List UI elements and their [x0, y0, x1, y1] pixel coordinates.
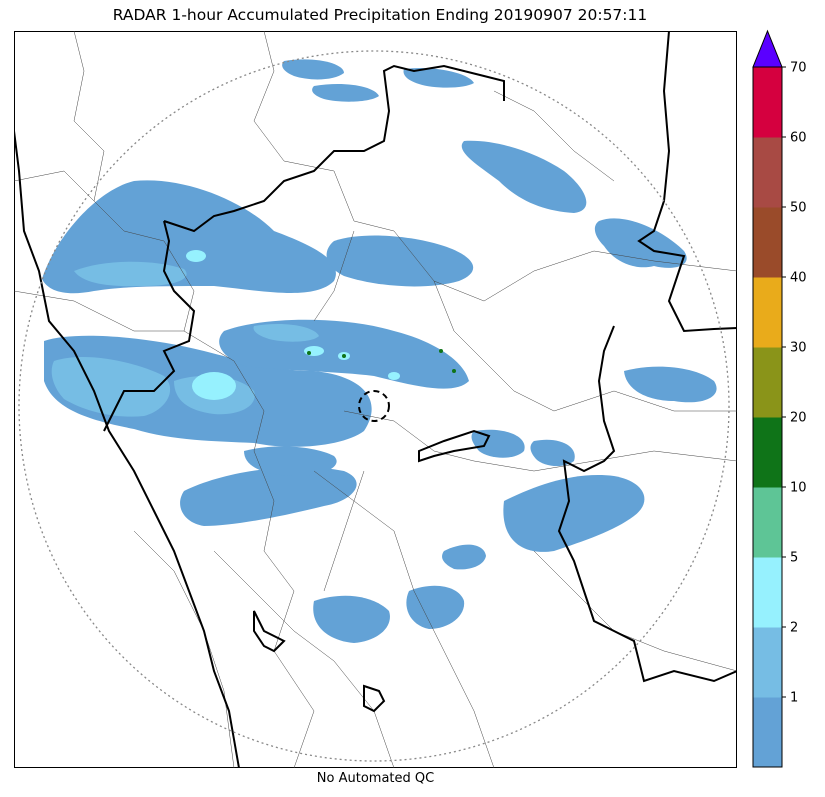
precip-heavy — [186, 250, 400, 400]
radar-range-ring — [18, 50, 730, 762]
colorbar-tick-label: 60 — [790, 131, 807, 146]
colorbar-segment — [753, 417, 782, 488]
radar-map[interactable] — [14, 31, 737, 768]
colorbar-segment — [753, 137, 782, 208]
colorbar-segment — [753, 207, 782, 278]
colorbar-tick-label: 5 — [790, 551, 798, 566]
colorbar-labels: 1 2 5 10 20 30 40 50 60 70 — [782, 61, 807, 706]
colorbar-tick-label: 1 — [790, 691, 798, 706]
colorbar-segment — [753, 67, 782, 138]
precip-intense-cells — [307, 349, 456, 373]
state-borders — [14, 31, 737, 768]
colorbar-segment — [753, 347, 782, 418]
colorbar-tick-label: 2 — [790, 621, 798, 636]
colorbar-tick-label: 30 — [790, 341, 807, 356]
colorbar-tick-label: 40 — [790, 271, 807, 286]
radar-site-marker[interactable] — [358, 390, 390, 422]
colorbar-segments — [753, 67, 782, 768]
colorbar-segment — [753, 697, 782, 768]
colorbar: 1 2 5 10 20 30 40 50 60 70 — [752, 29, 807, 768]
colorbar-segment — [753, 487, 782, 558]
district-boundaries — [14, 31, 737, 768]
colorbar-tick-label: 50 — [790, 201, 807, 216]
qc-note: No Automated QC — [316, 771, 435, 786]
colorbar-tick-label: 20 — [790, 411, 807, 426]
colorbar-extend-arrow — [752, 29, 783, 68]
map-title: RADAR 1-hour Accumulated Precipitation E… — [112, 6, 648, 24]
colorbar-segment — [753, 557, 782, 628]
colorbar-segment — [753, 627, 782, 698]
colorbar-segment — [753, 277, 782, 348]
colorbar-tick-label: 10 — [790, 481, 807, 496]
colorbar-tick-label: 70 — [790, 61, 807, 76]
